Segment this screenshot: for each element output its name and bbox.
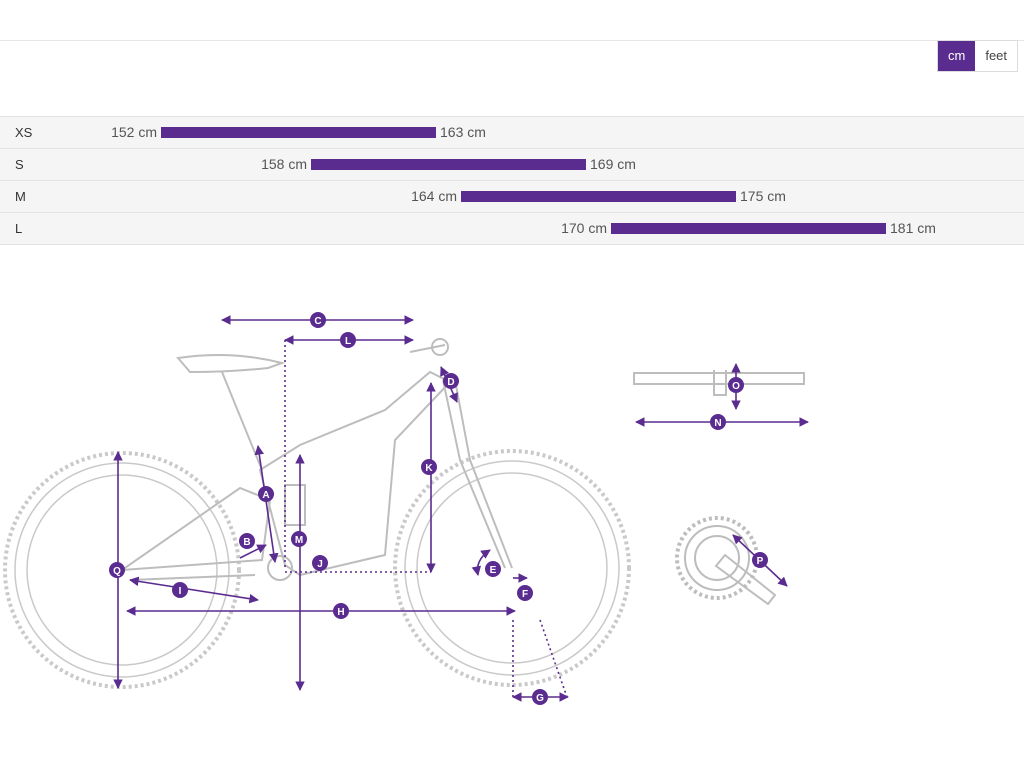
geometry-label-N: N: [710, 414, 726, 430]
svg-text:N: N: [714, 418, 721, 429]
range-min-label: 158 cm: [261, 156, 307, 172]
svg-text:Q: Q: [113, 566, 121, 577]
svg-text:P: P: [757, 556, 764, 567]
range-bar: [311, 159, 586, 170]
geometry-label-P: P: [752, 552, 768, 568]
geometry-label-O: O: [728, 377, 744, 393]
svg-text:J: J: [317, 559, 323, 570]
geometry-label-D: D: [443, 373, 459, 389]
svg-text:H: H: [337, 607, 344, 618]
range-min-label: 164 cm: [411, 188, 457, 204]
range-max-label: 181 cm: [890, 220, 936, 236]
svg-text:D: D: [447, 377, 454, 388]
bike-geometry-diagram: A B C D E F G H I J K L M N O P Q: [3, 312, 809, 705]
geometry-label-L: L: [340, 332, 356, 348]
range-max-label: 175 cm: [740, 188, 786, 204]
svg-text:O: O: [732, 381, 740, 392]
size-name: M: [15, 189, 26, 204]
unit-feet-button[interactable]: feet: [975, 41, 1018, 71]
geometry-label-F: F: [517, 585, 533, 601]
size-range-table: XS 152 cm 163 cm S 158 cm 169 cm M 164 c…: [0, 116, 1024, 245]
size-row-xs: XS 152 cm 163 cm: [0, 116, 1024, 148]
geometry-label-E: E: [485, 561, 501, 577]
svg-text:C: C: [314, 316, 321, 327]
range-max-label: 169 cm: [590, 156, 636, 172]
geometry-label-C: C: [310, 312, 326, 328]
svg-text:B: B: [243, 537, 250, 548]
unit-cm-button[interactable]: cm: [938, 41, 976, 71]
geometry-label-H: H: [333, 603, 349, 619]
svg-text:L: L: [345, 336, 351, 347]
measurement-lines: [113, 315, 809, 702]
size-row-s: S 158 cm 169 cm: [0, 148, 1024, 180]
geometry-label-B: B: [239, 533, 255, 549]
geometry-label-A: A: [258, 486, 274, 502]
range-bar: [461, 191, 736, 202]
geometry-label-G: G: [532, 689, 548, 705]
front-wheel: [393, 449, 631, 687]
range-min-label: 170 cm: [561, 220, 607, 236]
size-name: S: [15, 157, 24, 172]
size-row-m: M 164 cm 175 cm: [0, 180, 1024, 212]
geometry-label-M: M: [291, 531, 307, 547]
handlebar-view: [633, 370, 805, 396]
svg-text:G: G: [536, 693, 544, 704]
geometry-label-Q: Q: [109, 562, 125, 578]
svg-text:M: M: [295, 535, 303, 546]
geometry-label-I: I: [172, 582, 188, 598]
size-row-l: L 170 cm 181 cm: [0, 212, 1024, 245]
svg-text:A: A: [262, 490, 269, 501]
svg-text:F: F: [522, 589, 528, 600]
range-min-label: 152 cm: [111, 124, 157, 140]
unit-toggle: cm feet: [937, 40, 1019, 72]
range-bar: [611, 223, 886, 234]
svg-text:I: I: [179, 586, 182, 597]
svg-text:K: K: [425, 463, 433, 474]
size-name: XS: [15, 125, 33, 140]
svg-text:E: E: [490, 565, 497, 576]
geometry-label-K: K: [421, 459, 437, 475]
bike-frame: [118, 338, 513, 581]
geometry-label-J: J: [312, 555, 328, 571]
size-name: L: [15, 221, 23, 236]
range-max-label: 163 cm: [440, 124, 486, 140]
header-divider: [0, 40, 1024, 41]
range-bar: [161, 127, 436, 138]
